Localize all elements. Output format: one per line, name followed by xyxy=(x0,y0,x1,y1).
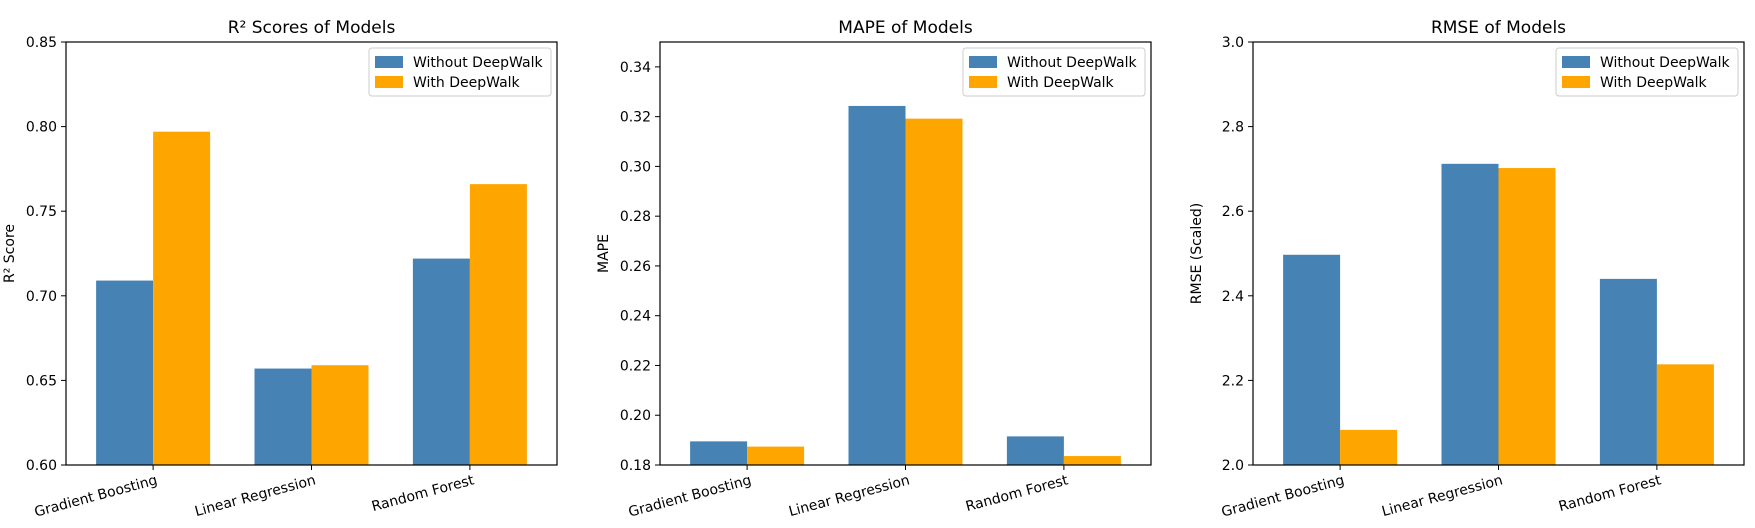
bar-with-deepwalk xyxy=(747,446,805,465)
y-tick-label: 0.20 xyxy=(620,408,651,424)
x-tick-label: Random Forest xyxy=(1557,472,1663,515)
bar-with-deepwalk xyxy=(1498,168,1556,466)
bar-without-deepwalk xyxy=(1006,436,1064,465)
bar-with-deepwalk xyxy=(1656,364,1714,465)
y-axis-label: R² Score xyxy=(2,224,18,283)
y-tick-label: 0.24 xyxy=(620,309,651,325)
y-tick-label: 0.85 xyxy=(26,35,57,51)
y-tick-label: 2.8 xyxy=(1222,120,1244,136)
x-tick-label: Random Forest xyxy=(964,472,1070,515)
y-tick-label: 0.32 xyxy=(620,110,651,126)
x-tick-label: Linear Regression xyxy=(1380,472,1504,520)
legend-swatch xyxy=(375,76,403,88)
chart-panel-2: 0.18 0.20 0.22 0.24 0.26 0.28 0.30 0.32 0.34 Grad… xyxy=(596,18,1152,521)
chart-panel-3: 2.0 2.2 2.4 2.6 2.8 3.0 Gradient Boosting Linea… xyxy=(1189,18,1745,521)
x-tick-label: Random Forest xyxy=(370,472,476,515)
y-tick-label: 0.30 xyxy=(620,159,651,175)
legend-label: Without DeepWalk xyxy=(413,55,543,71)
y-tick-label: 0.80 xyxy=(26,120,57,136)
y-tick-label: 0.28 xyxy=(620,209,651,225)
bar-with-deepwalk xyxy=(153,131,211,465)
legend-label: Without DeepWalk xyxy=(1600,55,1730,71)
y-axis-label: RMSE (Scaled) xyxy=(1189,203,1205,304)
bar-with-deepwalk xyxy=(469,184,527,465)
y-tick-label: 3.0 xyxy=(1222,35,1244,51)
y-tick-label: 0.60 xyxy=(26,458,57,474)
legend-box xyxy=(368,47,552,97)
legend: Without DeepWalk With DeepWalk xyxy=(1555,47,1739,97)
y-tick-label: 2.4 xyxy=(1222,289,1244,305)
bar-without-deepwalk xyxy=(848,105,906,465)
bar-without-deepwalk xyxy=(96,280,154,465)
y-tick-label: 0.65 xyxy=(26,373,57,389)
y-tick-label: 0.18 xyxy=(620,458,651,474)
bar-without-deepwalk xyxy=(412,258,470,465)
y-tick-label: 0.70 xyxy=(26,289,57,305)
y-tick-label: 0.22 xyxy=(620,358,651,374)
x-tick-label: Gradient Boosting xyxy=(627,472,753,520)
legend: Without DeepWalk With DeepWalk xyxy=(962,47,1146,97)
legend-swatch xyxy=(1562,76,1590,88)
bar-with-deepwalk xyxy=(1063,456,1121,465)
bar-with-deepwalk xyxy=(1340,429,1398,465)
legend-swatch xyxy=(969,56,997,68)
bar-without-deepwalk xyxy=(690,441,748,465)
chart-title: RMSE of Models xyxy=(1431,18,1566,38)
legend-box xyxy=(962,47,1146,97)
bar-with-deepwalk xyxy=(311,365,369,465)
legend-swatch xyxy=(375,56,403,68)
y-tick-label: 0.34 xyxy=(620,60,651,76)
x-tick-label: Linear Regression xyxy=(193,472,317,520)
legend-label: With DeepWalk xyxy=(1007,75,1115,91)
chart-title: R² Scores of Models xyxy=(228,18,396,38)
y-tick-label: 2.2 xyxy=(1222,373,1244,389)
bar-without-deepwalk xyxy=(1599,278,1657,465)
legend: Without DeepWalk With DeepWalk xyxy=(368,47,552,97)
y-tick-label: 0.75 xyxy=(26,204,57,220)
y-tick-label: 0.26 xyxy=(620,259,651,275)
y-tick-label: 2.0 xyxy=(1222,458,1244,474)
bar-without-deepwalk xyxy=(254,368,312,465)
bar-with-deepwalk xyxy=(905,118,963,465)
legend-label: With DeepWalk xyxy=(1600,75,1708,91)
legend-swatch xyxy=(1562,56,1590,68)
legend-label: Without DeepWalk xyxy=(1007,55,1137,71)
y-tick-label: 2.6 xyxy=(1222,204,1244,220)
legend-box xyxy=(1555,47,1739,97)
x-tick-label: Gradient Boosting xyxy=(33,472,159,520)
x-tick-label: Linear Regression xyxy=(787,472,911,520)
bar-without-deepwalk xyxy=(1441,163,1499,465)
legend-label: With DeepWalk xyxy=(413,75,521,91)
chart-title: MAPE of Models xyxy=(838,18,973,38)
chart-panel-1: 0.60 0.65 0.70 0.75 0.80 0.85 Gradient Boostin… xyxy=(2,18,558,521)
bar-without-deepwalk xyxy=(1283,254,1341,465)
y-axis-label: MAPE xyxy=(596,234,612,273)
x-tick-label: Gradient Boosting xyxy=(1220,472,1346,520)
legend-swatch xyxy=(969,76,997,88)
